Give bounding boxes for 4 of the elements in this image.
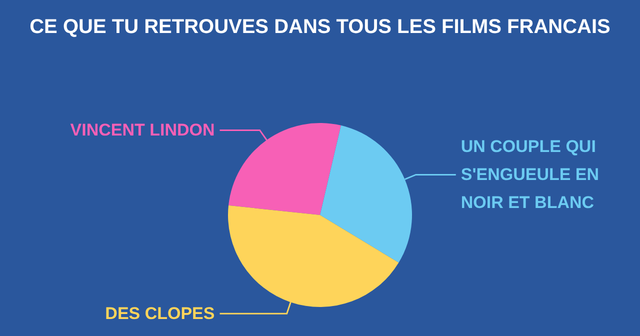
chart-title: CE QUE TU RETROUVES DANS TOUS LES FILMS FRANCAIS (30, 16, 610, 38)
slice-label: DES CLOPES (105, 304, 215, 324)
slice-label: VINCENT LINDON (70, 120, 215, 140)
slice-label: UN COUPLE QUI S'ENGUEULE EN NOIR ET BLANC (460, 137, 604, 212)
